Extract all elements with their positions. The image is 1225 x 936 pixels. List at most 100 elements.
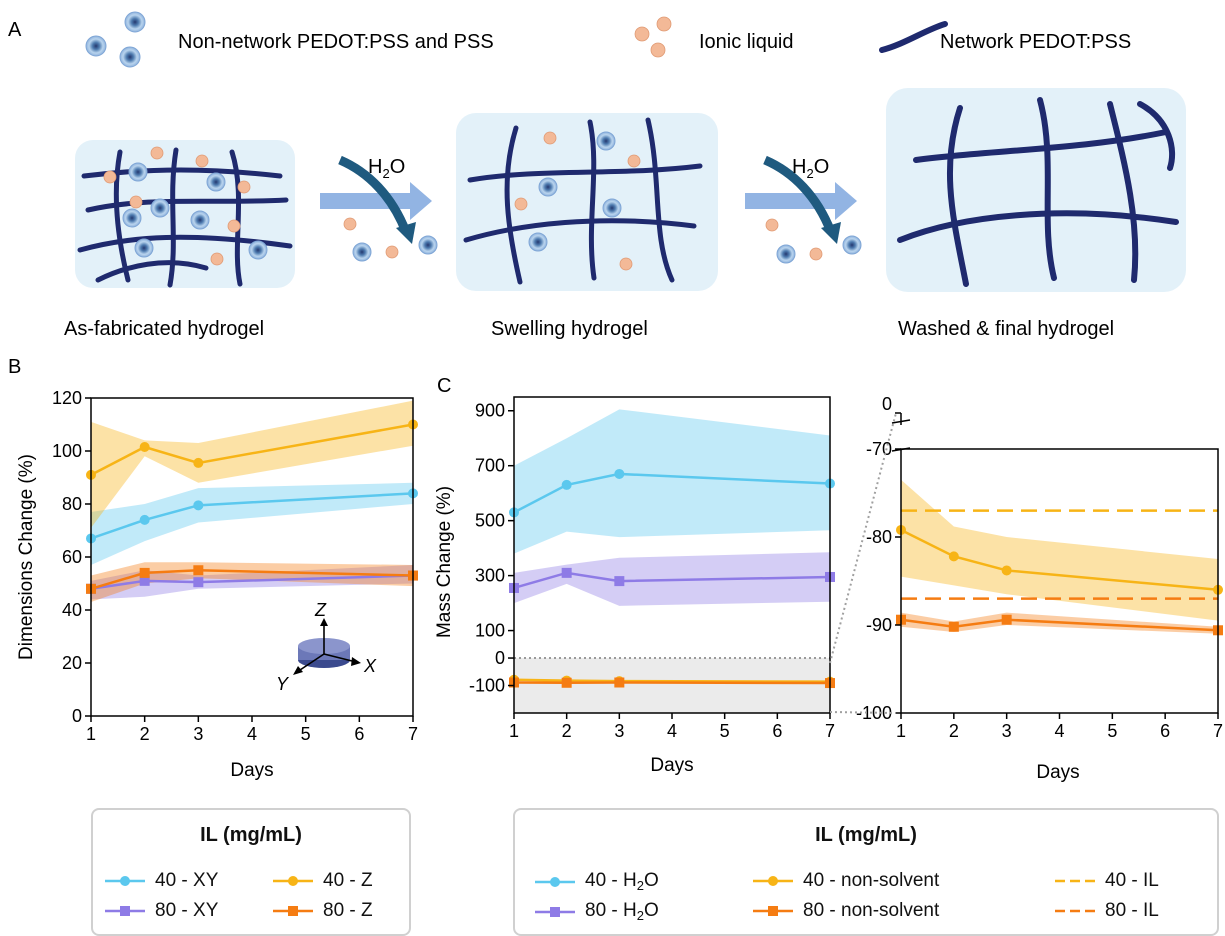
ionic-liquid-droplet-icon <box>227 219 241 233</box>
y-tick-label: 20 <box>62 653 82 673</box>
y-tick-label: 60 <box>62 547 82 567</box>
legend-b-title: IL (mg/mL) <box>200 824 302 846</box>
pedot-bead-icon <box>538 177 558 197</box>
y-tick-label: 0 <box>495 648 505 668</box>
x-tick-label: 6 <box>354 724 364 744</box>
series-line-40-non-solvent <box>900 528 1219 592</box>
x-tick-label: 1 <box>896 721 906 741</box>
panel-label-c: C <box>437 375 451 397</box>
ionic-liquid-droplet-icon <box>385 245 399 259</box>
stage-washed-final-label: Washed & final hydrogel <box>898 318 1114 340</box>
legend-dashed-icon <box>1055 909 1095 913</box>
chart-c2-xlabel: Days <box>1036 762 1079 783</box>
data-point <box>139 442 150 453</box>
network-strand-icon <box>879 21 948 53</box>
ionic-liquid-droplet-icon <box>210 252 224 266</box>
zoom-connector-lines <box>829 412 897 714</box>
legend-b-80-xy: 80 - XY <box>105 900 218 922</box>
legend-square-icon <box>273 906 313 916</box>
panel-label-b: B <box>8 356 21 378</box>
legend-dashed-icon <box>1055 879 1095 883</box>
ionic-liquid-droplet-icon <box>103 170 117 184</box>
pedot-bead-icon <box>352 242 372 262</box>
series-line-40-Z <box>90 423 414 476</box>
schematic-legend: Non-network PEDOT:PSS and PSS Ionic liqu… <box>85 11 1131 68</box>
legend-c-title: IL (mg/mL) <box>815 824 917 846</box>
error-band-40-Z <box>91 400 413 528</box>
error-band-40-non-solvent <box>901 479 1218 621</box>
ionic-liquid-droplet-icon <box>634 26 650 42</box>
ionic-liquid-droplet-icon <box>150 146 164 160</box>
pedot-bead-icon <box>776 244 796 264</box>
legend-c-40-il-label: 40 - IL <box>1105 870 1159 891</box>
y-tick-label: 120 <box>52 388 82 408</box>
series-line-80-non-solvent <box>513 681 831 685</box>
legend-c-80-h2o-sub: 2 <box>636 908 644 923</box>
series-line-40-non-solvent <box>513 678 831 683</box>
as-fabricated-hydrogel-diagram <box>75 140 295 288</box>
x-tick-label: 3 <box>193 724 203 744</box>
ionic-liquid-droplet-icon <box>809 247 823 261</box>
axis-break-mark <box>891 419 911 424</box>
ionic-liquid-droplet-icon <box>195 154 209 168</box>
legend-circle-icon <box>105 876 145 886</box>
y-tick-label: 500 <box>475 511 505 531</box>
data-point <box>614 576 625 587</box>
legend-b-40-xy-label: 40 - XY <box>155 870 219 891</box>
y-tick-label: -70 <box>866 439 892 459</box>
svg-text:H2O: H2O <box>792 156 829 181</box>
series-line-80-XY <box>90 574 414 591</box>
error-band-40-XY <box>91 482 413 565</box>
ionic-liquid-droplet-icon <box>656 16 672 32</box>
chart-dimensions-change: 1 2 3 4 5 6 7 0 20 40 60 80 100 120 <box>52 388 418 744</box>
svg-text:H2O: H2O <box>368 156 405 181</box>
pedot-bead-icon <box>248 240 268 260</box>
x-tick-label: 3 <box>1002 721 1012 741</box>
legend-c-80-h2o-prefix: 80 - H <box>585 900 637 921</box>
error-band-40-H2O <box>514 409 830 554</box>
legend-square-icon <box>535 906 575 917</box>
legend-b-40-z-label: 40 - Z <box>323 870 373 891</box>
series-line-80-Z <box>90 568 414 590</box>
non-network-beads-icon <box>85 11 146 68</box>
ionic-liquid-droplet-icon <box>765 218 779 232</box>
y-tick-label: 0 <box>72 706 82 726</box>
legend-c-40-h2o-label: 40 - H2O <box>585 870 659 893</box>
legend-circle-icon <box>753 876 793 886</box>
ionic-liquid-droplet-icon <box>619 257 633 271</box>
legend-c-40-h2o: 40 - H2O <box>535 870 659 893</box>
pedot-bead-icon <box>602 198 622 218</box>
data-point <box>948 621 959 632</box>
y-tick-label: -90 <box>866 615 892 635</box>
pedot-bead-icon <box>190 210 210 230</box>
legend-c-80-h2o-tail: O <box>643 900 659 921</box>
arrow-o-2: O <box>814 156 830 178</box>
data-point <box>614 468 625 479</box>
pedot-bead-icon <box>528 232 548 252</box>
chart-b-ylabel: Dimensions Change (%) <box>16 454 37 660</box>
y-tick-label: -80 <box>866 527 892 547</box>
ionic-liquid-droplet-icon <box>237 180 251 194</box>
y-tick-label: -100 <box>856 703 892 723</box>
data-point <box>193 500 204 511</box>
inset-x-label: X <box>363 656 377 676</box>
chart-b-xlabel: Days <box>230 760 273 781</box>
x-tick-label: 2 <box>140 724 150 744</box>
pedot-bead-icon <box>122 208 142 228</box>
stage-as-fabricated-label: As-fabricated hydrogel <box>64 318 264 340</box>
washed-final-hydrogel-diagram <box>886 88 1186 292</box>
data-point <box>193 577 204 588</box>
legend-c-80-h2o-label: 80 - H2O <box>585 900 659 923</box>
ionic-liquid-droplet-icon <box>514 197 528 211</box>
data-point <box>948 551 959 562</box>
y-tick-label: -100 <box>469 676 505 696</box>
arrow-o-1: O <box>390 156 406 178</box>
xyz-axes-inset-icon: Z X Y <box>276 600 377 694</box>
legend-c-40-h2o-tail: O <box>643 870 659 891</box>
legend-circle-icon <box>273 876 313 886</box>
series-line-80-non-solvent <box>900 618 1219 632</box>
legend-c-80-ns: 80 - non-solvent <box>753 900 939 922</box>
legend-b-40-xy: 40 - XY <box>105 870 218 892</box>
ionic-liquid-droplet-icon <box>343 217 357 231</box>
